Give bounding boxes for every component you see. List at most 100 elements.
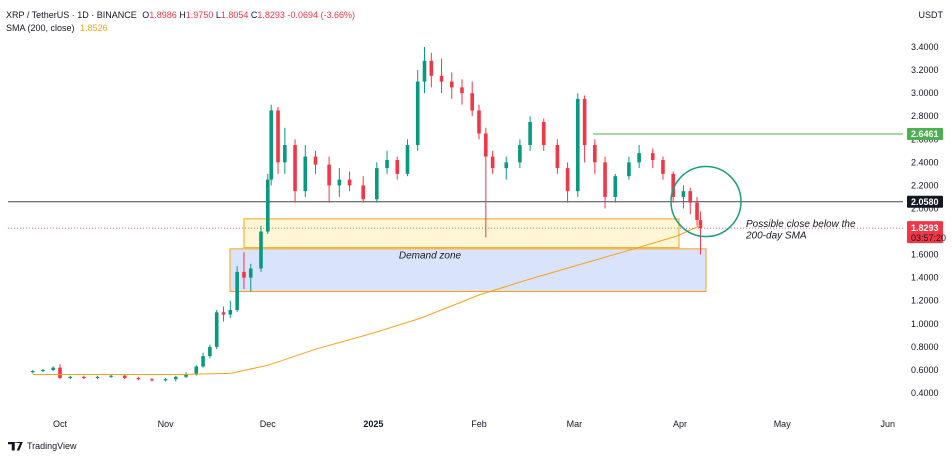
- candle-body: [136, 378, 141, 380]
- resistance-tag-text: 2.6461: [911, 129, 939, 139]
- candle-body: [439, 75, 444, 82]
- y-tick-label: 2.0000: [911, 203, 939, 213]
- candle-body: [361, 185, 365, 200]
- current-price-tag-countdown: 03:57:20: [911, 233, 946, 243]
- candle-body: [627, 162, 631, 177]
- low-label: L: [215, 10, 221, 20]
- tradingview-logo-icon: [8, 441, 23, 451]
- candle-body: [276, 110, 280, 163]
- candle-body: [214, 312, 219, 347]
- candle-body: [422, 60, 427, 82]
- candle-body: [208, 346, 212, 357]
- candles: [30, 47, 703, 382]
- candle-body: [109, 375, 113, 377]
- candle-body: [174, 376, 178, 380]
- candle-body: [460, 87, 464, 94]
- candle-body: [293, 145, 297, 192]
- candle-body: [242, 271, 246, 278]
- candle-body: [347, 179, 352, 186]
- candle-body: [593, 145, 597, 163]
- high-label: H: [179, 10, 186, 20]
- candle-body: [541, 121, 546, 146]
- x-tick-label: May: [774, 419, 792, 429]
- y-tick-label: 0.4000: [911, 388, 939, 398]
- support-tag-text: 2.0580: [911, 197, 939, 207]
- candle-body: [248, 268, 253, 278]
- x-tick-label: Dec: [260, 419, 277, 429]
- candle-body: [150, 379, 154, 381]
- candle-body: [337, 179, 342, 186]
- upper-zone-box: [243, 218, 680, 249]
- candle-body: [565, 168, 570, 192]
- candle-body: [405, 145, 410, 174]
- y-tick-label: 2.2000: [911, 180, 939, 190]
- currency-label[interactable]: USDT: [918, 10, 944, 20]
- candle-body: [194, 366, 199, 375]
- candle-body: [184, 374, 188, 377]
- close-label: C: [250, 10, 258, 20]
- close-value: 1.8293: [257, 10, 285, 20]
- symbol-pair[interactable]: XRP / TetherUS · 1D · BINANCE: [6, 10, 137, 20]
- x-tick-label: Apr: [673, 419, 687, 429]
- candle-body: [576, 98, 580, 192]
- candle-body: [58, 367, 62, 379]
- tradingview-logo[interactable]: TradingView: [8, 441, 77, 451]
- sma-header[interactable]: SMA (200, close) 1.8526: [6, 23, 108, 33]
- note-line-1: Possible close below the: [746, 219, 856, 230]
- x-tick-label: Oct: [53, 419, 68, 429]
- low-value: 1.8054: [220, 10, 249, 20]
- x-tick-label: Feb: [471, 419, 487, 429]
- candle-body: [201, 356, 205, 367]
- y-tick-label: 1.4000: [911, 273, 939, 283]
- current-price-tag-bg: [907, 221, 943, 244]
- candle-body: [163, 379, 168, 381]
- candle-body: [283, 145, 287, 163]
- candle-body: [327, 164, 331, 186]
- y-tick-label: 3.0000: [911, 88, 939, 98]
- y-tick-label: 3.4000: [911, 42, 939, 52]
- price-axis: 3.40003.20003.00002.80002.60002.40002.20…: [911, 42, 939, 398]
- candle-body: [122, 375, 127, 379]
- candle-body: [221, 312, 226, 315]
- y-tick-label: 1.6000: [911, 250, 939, 260]
- candle-body: [415, 81, 420, 146]
- candle-body: [470, 93, 474, 111]
- candle-body: [51, 367, 55, 370]
- y-tick-label: 2.8000: [911, 111, 939, 121]
- y-tick-label: 0.8000: [911, 342, 939, 352]
- highlight-circle: [670, 165, 742, 238]
- candle-body: [449, 81, 454, 88]
- y-tick-label: 0.6000: [911, 365, 939, 375]
- demand-zone-box: [229, 248, 707, 293]
- candle-body: [303, 156, 308, 192]
- symbol-header: XRP / TetherUS · 1D · BINANCE O1.8986 H1…: [6, 10, 355, 20]
- candle-body: [555, 145, 560, 169]
- candle-body: [681, 191, 686, 197]
- candle-body: [484, 133, 488, 157]
- candle-body: [228, 309, 233, 315]
- candle-body: [490, 156, 495, 169]
- x-tick-label: Jun: [881, 419, 896, 429]
- candle-body: [518, 145, 522, 163]
- candle-body: [582, 98, 587, 146]
- candle-body: [698, 220, 703, 229]
- demand-zone-label: Demand zone: [399, 251, 462, 262]
- candle-body: [313, 156, 318, 165]
- note-line-2: 200-day SMA: [745, 230, 807, 241]
- candle-body: [235, 271, 239, 310]
- candle-body: [661, 160, 665, 174]
- candle-body: [650, 153, 655, 161]
- sma-label: SMA (200, close): [6, 23, 75, 33]
- x-tick-label: Mar: [567, 419, 583, 429]
- x-tick-label: 2025: [363, 419, 383, 429]
- candle-body: [30, 371, 35, 373]
- y-tick-label: 3.2000: [911, 65, 939, 75]
- change-value: -0.0694 (-3.66%): [287, 10, 355, 20]
- candle-body: [41, 369, 45, 372]
- candle-body: [259, 231, 263, 269]
- candle-body: [269, 110, 274, 180]
- candle-body: [504, 162, 509, 169]
- current-price-tag-value: 1.8293: [911, 223, 939, 233]
- resistance-tag-bg: [907, 127, 943, 140]
